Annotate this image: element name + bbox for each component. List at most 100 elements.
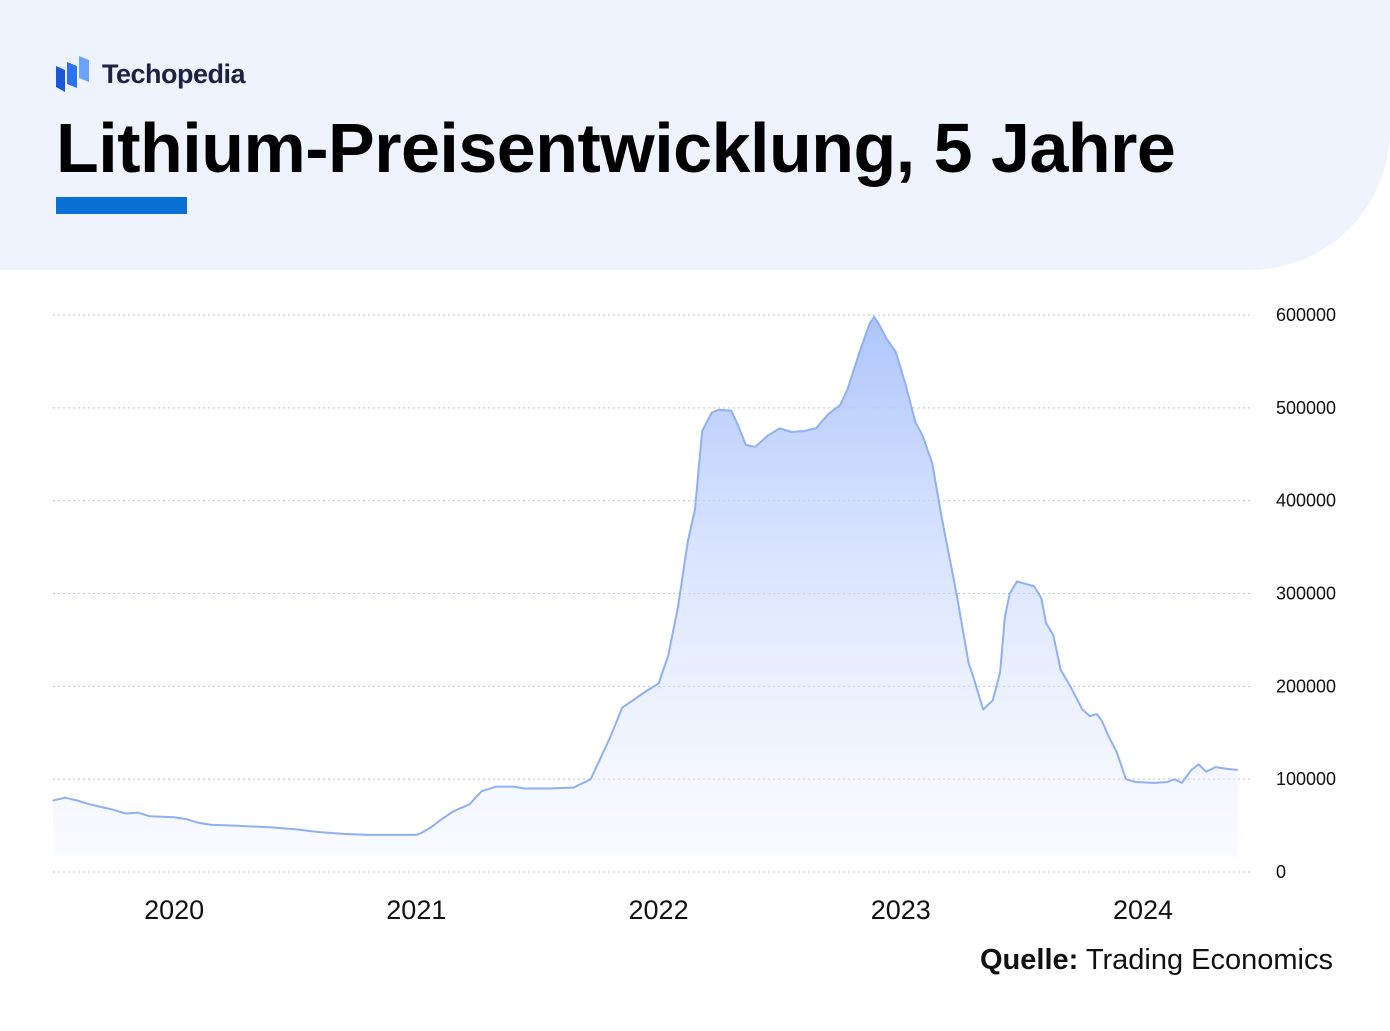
data-point [999,671,1001,674]
data-point [873,316,875,318]
data-point [667,655,669,657]
data-point [125,812,127,815]
data-point [173,816,175,818]
data-point [1069,685,1071,687]
data-point [682,574,684,576]
data-point [701,430,703,432]
brand[interactable]: Techopedia [56,56,246,92]
data-point [1004,616,1006,618]
data-point [549,787,551,790]
data-point [1016,580,1018,583]
data-point [992,699,994,701]
data-point [694,509,696,511]
data-point [343,833,345,835]
data-point [88,803,90,805]
series-area-fill [53,316,1238,857]
data-point [137,812,139,814]
y-tick-label: 0 [1276,862,1286,882]
data-point [1108,736,1110,739]
data-point [1060,669,1062,671]
data-point [754,446,757,448]
data-point [859,351,861,353]
data-point [1166,781,1168,783]
data-point [100,806,102,808]
data-point [1033,585,1035,587]
data-point [931,462,933,465]
data-point [1040,597,1042,599]
data-point [815,427,817,429]
data-point [745,444,747,446]
data-point [645,690,648,692]
data-point [318,831,320,833]
y-axis: 0 100000 200000 300000 400000 500000 600000 [1276,305,1336,882]
data-point [658,682,660,685]
data-point [1198,763,1200,765]
data-point [1181,782,1183,784]
data-point [64,797,66,799]
y-tick-label: 400000 [1276,491,1336,511]
header-banner: Techopedia Lithium-Preisentwicklung, 5 J… [0,0,1390,270]
source-label: Quelle: [980,944,1079,976]
x-axis: 2020 2021 2022 2023 2024 [144,895,1173,925]
source-note: Quelle: Trading Economics [980,944,1333,977]
x-tick-label: 2022 [629,895,689,925]
data-point [1101,720,1103,722]
data-point [711,411,713,414]
y-tick-label: 600000 [1276,305,1336,325]
y-tick-label: 200000 [1276,676,1336,696]
data-point [149,815,151,817]
data-point [677,606,679,609]
data-point [415,834,417,836]
data-point [481,790,483,792]
y-tick-label: 100000 [1276,769,1336,789]
x-tick-label: 2024 [1113,895,1173,925]
data-point [982,708,984,711]
page-title: Lithium-Preisentwicklung, 5 Jahre [56,109,1176,187]
data-point [495,786,497,788]
data-point [868,323,870,325]
data-point [270,826,272,829]
data-point [846,388,849,390]
data-point [1205,771,1207,773]
data-point [941,518,943,520]
data-point [1173,778,1176,780]
data-point [512,786,514,788]
data-point [1045,622,1047,624]
data-point [633,698,635,700]
data-point [1190,769,1192,771]
data-point [469,803,471,805]
data-point [621,707,623,709]
data-point [76,799,78,802]
data-point [440,819,442,821]
data-point [209,824,211,826]
data-point [779,427,781,429]
data-point [1236,769,1239,771]
data-point [452,811,454,813]
data-point [1009,592,1011,595]
data-point [294,828,296,830]
data-point [524,787,526,790]
data-point [839,404,841,406]
data-point [430,826,432,829]
techopedia-logo-icon [56,56,89,92]
data-point [1115,750,1117,752]
data-point [573,786,575,789]
data-point [922,435,924,437]
data-point [1215,766,1217,768]
data-point [590,778,592,780]
data-point [914,421,916,423]
data-point [878,323,880,325]
data-point [113,809,115,811]
data-point [972,676,975,678]
data-point [905,384,907,386]
data-point [1135,781,1137,783]
data-point [791,431,793,433]
data-point [895,351,897,353]
data-point [52,799,54,802]
data-point [730,410,732,412]
series-line-lithium [52,315,1238,836]
data-point [1096,713,1098,715]
y-tick-label: 500000 [1276,398,1336,418]
brand-name: Techopedia [102,58,246,89]
